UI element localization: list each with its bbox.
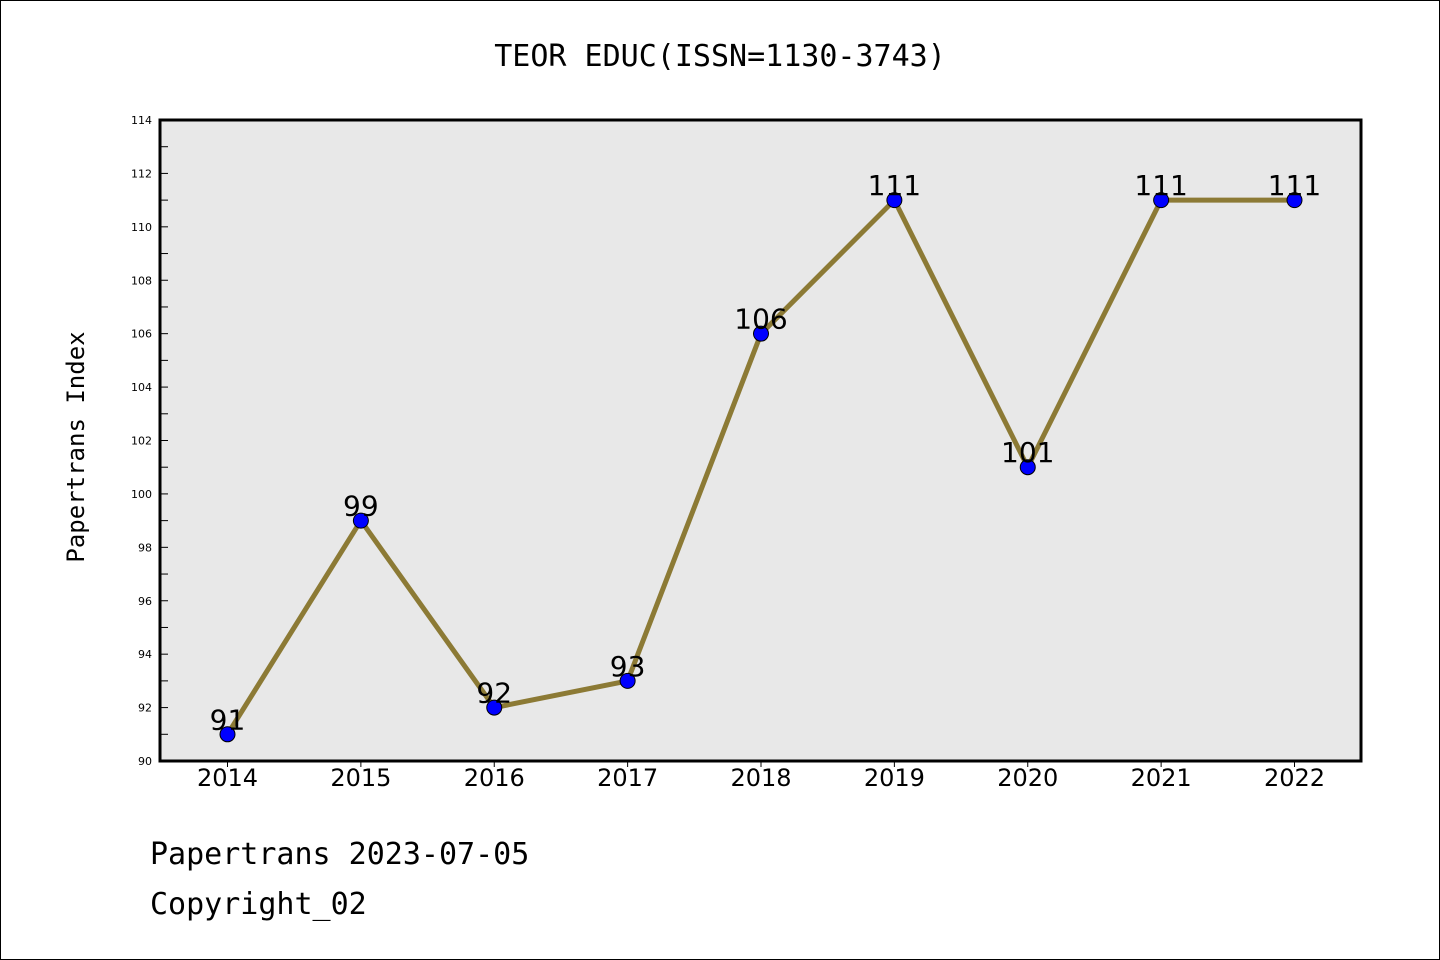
x-axis: 2014 2015 2016 2017 2018 2019 2020 2021 2022: [197, 761, 1325, 792]
x-tick-label: 2021: [1131, 764, 1192, 792]
x-tick-label: 2019: [864, 764, 925, 792]
data-label: 99: [343, 490, 379, 523]
footer-copyright: Copyright_02: [150, 887, 367, 922]
y-tick-label: 96: [138, 595, 152, 608]
y-tick-label: 94: [138, 648, 152, 661]
x-tick-label: 2017: [597, 764, 658, 792]
x-tick-label: 2020: [997, 764, 1058, 792]
x-tick-label: 2018: [730, 764, 791, 792]
data-point: [619, 672, 636, 689]
chart-title: TEOR EDUC(ISSN=1130-3743): [494, 39, 946, 74]
y-tick-label: 102: [131, 435, 152, 448]
data-point: [219, 726, 236, 743]
x-tick-label: 2022: [1264, 764, 1325, 792]
data-label: 93: [610, 650, 646, 683]
data-point: [1019, 459, 1036, 476]
x-tick-label: 2016: [464, 764, 525, 792]
data-label: 91: [210, 703, 246, 736]
data-label: 111: [1268, 169, 1321, 202]
y-tick-label: 108: [131, 274, 152, 287]
plot-area: [158, 118, 1363, 763]
data-label: 111: [868, 169, 921, 202]
data-point: [352, 512, 369, 529]
data-label: 106: [734, 303, 787, 336]
y-tick-label: 98: [138, 541, 152, 554]
series-layer: 91 99 92 93 106 111 101 111 111: [210, 169, 1321, 743]
data-label: 111: [1134, 169, 1187, 202]
y-tick-label: 110: [131, 221, 152, 234]
footer-date: Papertrans 2023-07-05: [150, 837, 529, 872]
data-point: [1153, 192, 1170, 209]
y-tick-label: 114: [131, 114, 152, 127]
y-axis-label: Papertrans Index: [62, 331, 90, 562]
data-label: 92: [476, 677, 512, 710]
y-tick-label: 106: [131, 328, 152, 341]
y-tick-label: 104: [131, 381, 152, 394]
data-point: [886, 192, 903, 209]
y-axis: 90 92 94 96 98 100 102 104 106 108 110 112 114: [131, 114, 168, 768]
y-tick-label: 112: [131, 167, 152, 180]
y-tick-label: 92: [138, 702, 152, 715]
data-point: [753, 325, 769, 342]
data-point: [486, 699, 503, 716]
data-label: 101: [1001, 436, 1054, 469]
y-tick-label: 100: [131, 488, 152, 501]
x-tick-label: 2015: [330, 764, 391, 792]
x-tick-label: 2014: [197, 764, 258, 792]
y-tick-label: 90: [138, 755, 152, 768]
data-point: [1286, 192, 1303, 209]
